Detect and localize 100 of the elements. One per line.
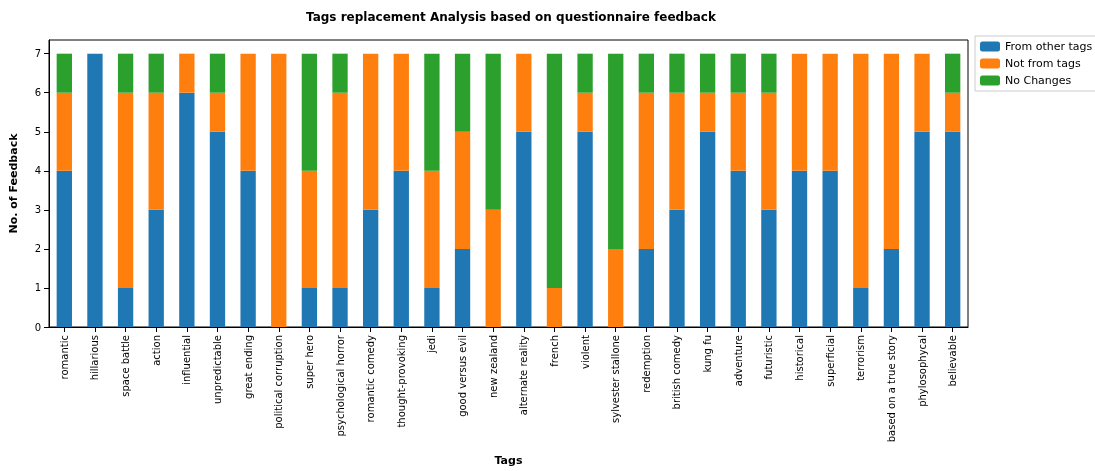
bar — [546, 287, 563, 327]
bar — [699, 53, 716, 93]
x-tick-label: adventure — [732, 335, 744, 387]
x-tick-label: based on a true story — [885, 334, 897, 443]
bar — [209, 92, 226, 132]
x-tick-label: redemption — [640, 335, 652, 393]
bar — [179, 92, 195, 327]
bar — [546, 53, 563, 288]
bar — [424, 287, 440, 327]
bar — [761, 92, 777, 210]
y-axis-title: No. of Feedback — [7, 132, 20, 234]
legend-label: From other tags — [1005, 40, 1093, 53]
bar — [424, 53, 440, 171]
bar — [209, 131, 226, 327]
bar — [669, 53, 685, 93]
bar — [516, 53, 532, 132]
bar — [577, 92, 593, 132]
y-tick-label: 5 — [34, 126, 41, 138]
bar — [332, 92, 348, 288]
x-axis-title: Tags — [494, 454, 523, 467]
bar — [332, 287, 348, 327]
bar — [822, 170, 838, 327]
x-tick-label: new zealand — [487, 335, 499, 398]
bar — [240, 170, 256, 327]
bar — [577, 131, 593, 327]
bar — [393, 53, 409, 171]
x-tick-label: futuristic — [763, 335, 775, 380]
x-tick-label: historical — [794, 335, 806, 381]
bar — [148, 53, 164, 93]
bar — [454, 53, 471, 132]
y-tick-label: 0 — [34, 321, 41, 333]
bar — [761, 209, 777, 327]
legend-label: Not from tags — [1005, 57, 1081, 70]
x-tick-label: sylvester stallone — [610, 335, 622, 423]
y-tick-label: 1 — [34, 282, 41, 294]
x-tick-label: thought-provoking — [395, 335, 407, 428]
bar — [945, 92, 961, 132]
x-tick-label: alternate reality — [518, 334, 530, 416]
x-tick-label: kung fu — [702, 335, 714, 373]
bar — [883, 53, 900, 249]
bar — [699, 92, 716, 132]
bar — [791, 170, 808, 327]
x-tick-label: influential — [181, 335, 193, 385]
bar — [117, 92, 134, 288]
x-tick-label: super hero — [303, 335, 315, 389]
y-tick-label: 7 — [34, 48, 41, 60]
x-tick-label: romantic — [58, 335, 70, 380]
bar — [148, 209, 164, 327]
bar — [393, 170, 409, 327]
bar — [454, 131, 471, 249]
bar — [301, 170, 318, 288]
bar — [117, 287, 134, 327]
bar — [424, 170, 440, 288]
y-tick-label: 3 — [34, 204, 41, 216]
x-tick-label: hillarious — [89, 335, 101, 381]
x-tick-label: unpredictable — [211, 335, 223, 405]
bar — [730, 170, 746, 327]
x-tick-label: superficial — [824, 335, 836, 387]
bar — [332, 53, 348, 93]
bar — [179, 53, 195, 93]
x-tick-label: good versus evil — [457, 335, 469, 417]
bar — [730, 92, 746, 171]
bar — [56, 92, 72, 171]
x-tick-label: great ending — [242, 335, 254, 399]
legend-label: No Changes — [1005, 74, 1072, 87]
x-tick-label: french — [548, 335, 560, 367]
bar — [883, 248, 900, 327]
bar — [945, 131, 961, 327]
bar — [516, 131, 532, 327]
bar — [669, 209, 685, 327]
x-tick-label: space battle — [120, 335, 132, 397]
bar — [362, 209, 379, 327]
x-tick-label: british comedy — [671, 334, 683, 410]
bar — [454, 248, 471, 327]
bar — [914, 131, 930, 327]
bar — [608, 248, 624, 327]
bar — [914, 53, 930, 132]
x-tick-label: terrorism — [855, 335, 867, 381]
bar — [117, 53, 134, 93]
y-tick-label: 6 — [34, 87, 41, 99]
x-tick-label: believable — [947, 335, 959, 387]
bar — [362, 53, 379, 210]
y-tick-label: 4 — [34, 165, 41, 177]
bar — [730, 53, 746, 93]
bar — [699, 131, 716, 327]
bar — [822, 53, 838, 171]
bar — [853, 53, 869, 288]
bar — [577, 53, 593, 93]
bar — [945, 53, 961, 93]
x-tick-label: action — [150, 335, 162, 366]
bar — [669, 92, 685, 210]
bar — [301, 53, 318, 171]
x-tick-label: violent — [579, 334, 591, 370]
bar — [56, 170, 72, 327]
bar — [240, 53, 256, 171]
bar — [301, 287, 318, 327]
y-tick-label: 2 — [34, 243, 41, 255]
bar — [56, 53, 72, 93]
bar — [485, 53, 501, 210]
x-tick-label: political corruption — [273, 335, 285, 429]
